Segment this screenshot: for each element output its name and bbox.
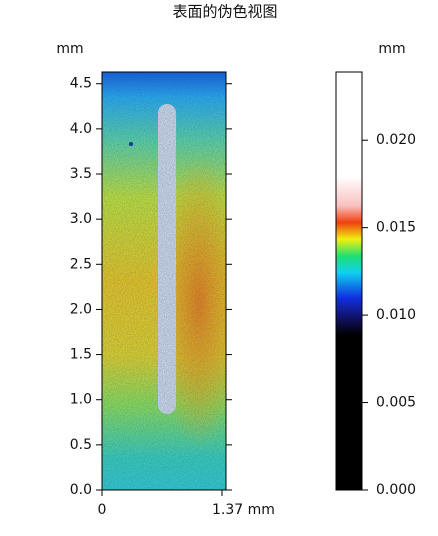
y-tick-label: 2.0 bbox=[70, 301, 92, 317]
y-axis-label: mm bbox=[56, 41, 83, 57]
y-tick-label: 3.0 bbox=[70, 211, 92, 227]
y-tick-label: 4.0 bbox=[70, 121, 92, 137]
y-tick-label: 1.0 bbox=[70, 392, 92, 408]
y-tick-label: 1.5 bbox=[70, 347, 92, 363]
colorbar-tick-label: 0.020 bbox=[376, 132, 416, 148]
surface-image bbox=[102, 72, 226, 490]
y-tick-label: 0.5 bbox=[70, 437, 92, 453]
colorbar-tick-label: 0.015 bbox=[376, 220, 416, 236]
chart-title: 表面的伪色视图 bbox=[172, 3, 277, 21]
colorbar-label: mm bbox=[378, 41, 405, 57]
colorbar-tick-label: 0.005 bbox=[376, 395, 416, 411]
y-tick-label: 4.5 bbox=[70, 76, 92, 92]
plot-frame bbox=[101, 71, 227, 491]
x-tick-label: 1.37 mm bbox=[212, 502, 275, 518]
y-tick-label: 2.5 bbox=[70, 256, 92, 272]
y-tick-label: 3.5 bbox=[70, 166, 92, 182]
colorbar-tick-label: 0.000 bbox=[376, 482, 416, 498]
y-tick-label: 0.0 bbox=[70, 482, 92, 498]
colorbar bbox=[335, 71, 363, 491]
colorbar-tick-label: 0.010 bbox=[376, 307, 416, 323]
x-tick-label: 0 bbox=[98, 502, 107, 518]
